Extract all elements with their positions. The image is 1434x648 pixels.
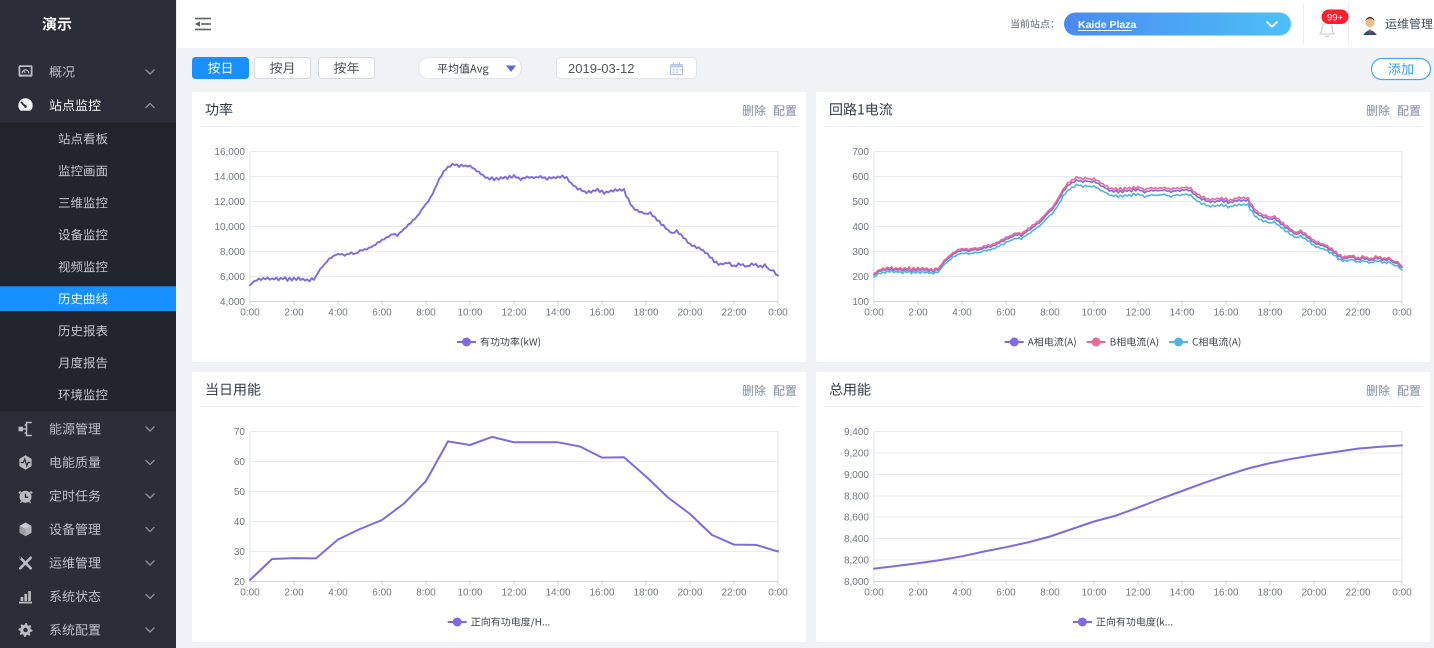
svg-text:40: 40 xyxy=(234,517,246,528)
svg-text:4:00: 4:00 xyxy=(952,588,972,599)
svg-text:99+: 99+ xyxy=(1327,13,1344,24)
svg-text:12:00: 12:00 xyxy=(501,588,526,599)
svg-text:10:00: 10:00 xyxy=(457,588,482,599)
svg-text:9,000: 9,000 xyxy=(844,470,869,481)
svg-text:300: 300 xyxy=(852,247,869,258)
svg-text:6:00: 6:00 xyxy=(372,308,392,319)
svg-text:20:00: 20:00 xyxy=(1301,308,1326,319)
svg-text:14:00: 14:00 xyxy=(545,308,570,319)
svg-text:6:00: 6:00 xyxy=(372,588,392,599)
svg-text:14:00: 14:00 xyxy=(545,588,570,599)
svg-text:4:00: 4:00 xyxy=(952,308,972,319)
svg-text:8,600: 8,600 xyxy=(844,513,869,524)
svg-text:0:00: 0:00 xyxy=(768,308,788,319)
svg-text:16:00: 16:00 xyxy=(589,308,614,319)
svg-text:20:00: 20:00 xyxy=(677,588,702,599)
svg-text:22:00: 22:00 xyxy=(1345,308,1370,319)
svg-text:0:00: 0:00 xyxy=(1392,308,1412,319)
svg-text:50: 50 xyxy=(234,487,246,498)
svg-text:20:00: 20:00 xyxy=(677,308,702,319)
svg-text:6,000: 6,000 xyxy=(220,272,245,283)
svg-text:9,200: 9,200 xyxy=(844,448,869,459)
svg-text:2:00: 2:00 xyxy=(284,308,304,319)
svg-text:4:00: 4:00 xyxy=(328,588,348,599)
svg-text:0:00: 0:00 xyxy=(768,588,788,599)
svg-text:14,000: 14,000 xyxy=(214,172,245,183)
svg-text:8,200: 8,200 xyxy=(844,556,869,567)
svg-text:12,000: 12,000 xyxy=(214,197,245,208)
svg-text:22:00: 22:00 xyxy=(721,308,746,319)
svg-text:500: 500 xyxy=(852,197,869,208)
svg-text:10,000: 10,000 xyxy=(214,222,245,233)
svg-text:2019-03-12: 2019-03-12 xyxy=(568,61,635,76)
svg-text:20:00: 20:00 xyxy=(1301,588,1326,599)
svg-text:70: 70 xyxy=(234,427,246,438)
svg-text:10:00: 10:00 xyxy=(1081,308,1106,319)
svg-text:8:00: 8:00 xyxy=(416,588,436,599)
svg-text:600: 600 xyxy=(852,172,869,183)
svg-text:16:00: 16:00 xyxy=(589,588,614,599)
svg-text:8,000: 8,000 xyxy=(844,577,869,588)
svg-text:Kaide Plaza: Kaide Plaza xyxy=(1078,19,1137,31)
svg-text:30: 30 xyxy=(234,547,246,558)
svg-text:4:00: 4:00 xyxy=(328,308,348,319)
svg-text:200: 200 xyxy=(852,272,869,283)
svg-text:0:00: 0:00 xyxy=(240,308,260,319)
svg-text:12:00: 12:00 xyxy=(1125,308,1150,319)
svg-text:16:00: 16:00 xyxy=(1213,588,1238,599)
svg-text:18:00: 18:00 xyxy=(1257,308,1282,319)
svg-text:18:00: 18:00 xyxy=(633,588,658,599)
svg-text:60: 60 xyxy=(234,457,246,468)
svg-text:10:00: 10:00 xyxy=(457,308,482,319)
svg-text:0:00: 0:00 xyxy=(864,308,884,319)
svg-text:9,400: 9,400 xyxy=(844,427,869,438)
svg-text:22:00: 22:00 xyxy=(721,588,746,599)
svg-text:22:00: 22:00 xyxy=(1345,588,1370,599)
svg-text:6:00: 6:00 xyxy=(996,588,1016,599)
svg-text:16:00: 16:00 xyxy=(1213,308,1238,319)
svg-text:2:00: 2:00 xyxy=(908,588,928,599)
svg-text:20: 20 xyxy=(234,577,246,588)
svg-text:8,000: 8,000 xyxy=(220,247,245,258)
svg-text:12:00: 12:00 xyxy=(501,308,526,319)
svg-text:8,400: 8,400 xyxy=(844,534,869,545)
svg-text:18:00: 18:00 xyxy=(633,308,658,319)
svg-text:14:00: 14:00 xyxy=(1169,588,1194,599)
svg-text:400: 400 xyxy=(852,222,869,233)
svg-text:2:00: 2:00 xyxy=(908,308,928,319)
svg-text:12:00: 12:00 xyxy=(1125,588,1150,599)
svg-text:8,800: 8,800 xyxy=(844,491,869,502)
svg-text:8:00: 8:00 xyxy=(1040,588,1060,599)
svg-text:6:00: 6:00 xyxy=(996,308,1016,319)
svg-text:0:00: 0:00 xyxy=(864,588,884,599)
svg-text:18:00: 18:00 xyxy=(1257,588,1282,599)
svg-text:10:00: 10:00 xyxy=(1081,588,1106,599)
svg-text:100: 100 xyxy=(852,297,869,308)
svg-text:8:00: 8:00 xyxy=(416,308,436,319)
svg-text:16,000: 16,000 xyxy=(214,147,245,158)
svg-text:700: 700 xyxy=(852,147,869,158)
svg-text:8:00: 8:00 xyxy=(1040,308,1060,319)
svg-text:2:00: 2:00 xyxy=(284,588,304,599)
svg-text:0:00: 0:00 xyxy=(1392,588,1412,599)
svg-text:14:00: 14:00 xyxy=(1169,308,1194,319)
svg-text:0:00: 0:00 xyxy=(240,588,260,599)
svg-text:4,000: 4,000 xyxy=(220,297,245,308)
